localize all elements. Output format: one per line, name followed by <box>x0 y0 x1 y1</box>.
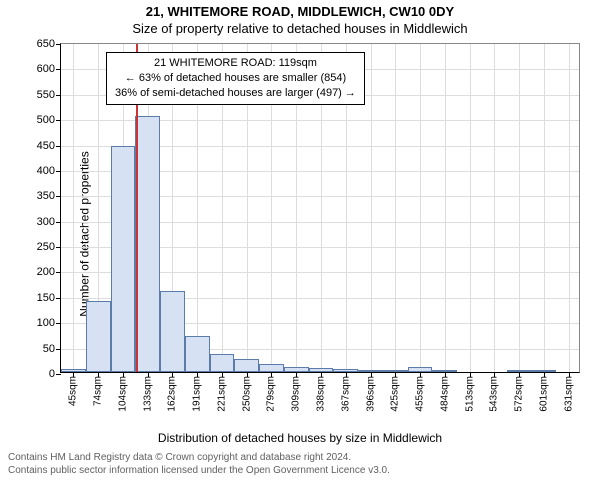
annotation-line: ← 63% of detached houses are smaller (85… <box>115 71 356 86</box>
x-tick-label: 543sqm <box>489 372 500 412</box>
gridline-v <box>371 44 372 372</box>
gridline-v <box>519 44 520 372</box>
x-tick-label: 74sqm <box>93 372 104 406</box>
y-tick-label: 650 <box>37 38 61 50</box>
x-axis-label: Distribution of detached houses by size … <box>0 431 600 445</box>
footer-line1: Contains HM Land Registry data © Crown c… <box>8 451 592 464</box>
x-tick-label: 425sqm <box>390 372 401 412</box>
x-tick-label: 367sqm <box>340 372 351 412</box>
x-tick-label: 572sqm <box>514 372 525 412</box>
gridline-v <box>470 44 471 372</box>
x-tick-label: 221sqm <box>216 372 227 412</box>
y-tick-label: 500 <box>37 114 61 126</box>
histogram-bar <box>259 364 284 372</box>
histogram-bar <box>160 291 185 372</box>
x-tick-label: 279sqm <box>266 372 277 412</box>
y-tick-label: 150 <box>37 292 61 304</box>
title-subtitle: Size of property relative to detached ho… <box>0 21 600 36</box>
histogram-bar <box>86 301 111 372</box>
x-tick-label: 455sqm <box>415 372 426 412</box>
gridline-v <box>73 44 74 372</box>
histogram-bar <box>185 336 210 372</box>
chart-area: Number of detached properties 0501001502… <box>0 38 600 429</box>
gridline-v <box>420 44 421 372</box>
y-tick-label: 50 <box>43 343 61 355</box>
gridline-v <box>395 44 396 372</box>
x-tick-label: 396sqm <box>365 372 376 412</box>
gridline-v <box>494 44 495 372</box>
y-tick-label: 450 <box>37 140 61 152</box>
y-tick-label: 0 <box>49 368 61 380</box>
gridline-v <box>569 44 570 372</box>
x-tick-label: 631sqm <box>563 372 574 412</box>
y-tick-label: 400 <box>37 165 61 177</box>
x-tick-label: 484sqm <box>439 372 450 412</box>
y-tick-label: 600 <box>37 63 61 75</box>
x-tick-label: 191sqm <box>192 372 203 412</box>
footer-line2: Contains public sector information licen… <box>8 464 592 477</box>
footer-attribution: Contains HM Land Registry data © Crown c… <box>0 445 600 477</box>
x-tick-label: 250sqm <box>241 372 252 412</box>
annotation-line: 36% of semi-detached houses are larger (… <box>115 86 356 101</box>
title-address: 21, WHITEMORE ROAD, MIDDLEWICH, CW10 0DY <box>0 4 600 19</box>
y-tick-label: 200 <box>37 266 61 278</box>
annotation-box: 21 WHITEMORE ROAD: 119sqm← 63% of detach… <box>106 52 365 105</box>
gridline-v <box>544 44 545 372</box>
y-tick-label: 300 <box>37 216 61 228</box>
chart-titles: 21, WHITEMORE ROAD, MIDDLEWICH, CW10 0DY… <box>0 4 600 36</box>
gridline-v <box>445 44 446 372</box>
x-tick-label: 601sqm <box>538 372 549 412</box>
y-tick-label: 250 <box>37 241 61 253</box>
y-tick-label: 550 <box>37 89 61 101</box>
histogram-bar <box>210 354 235 372</box>
x-tick-label: 513sqm <box>464 372 475 412</box>
plot-region: 0501001502002503003504004505005506006504… <box>60 43 580 373</box>
histogram-bar <box>135 116 160 372</box>
x-tick-label: 133sqm <box>142 372 153 412</box>
x-tick-label: 104sqm <box>117 372 128 412</box>
x-tick-label: 309sqm <box>291 372 302 412</box>
histogram-bar <box>111 146 136 372</box>
x-tick-label: 162sqm <box>167 372 178 412</box>
y-tick-label: 350 <box>37 190 61 202</box>
histogram-bar <box>234 359 259 372</box>
x-tick-label: 45sqm <box>68 372 79 406</box>
annotation-line: 21 WHITEMORE ROAD: 119sqm <box>115 56 356 71</box>
y-tick-label: 100 <box>37 317 61 329</box>
x-tick-label: 338sqm <box>316 372 327 412</box>
